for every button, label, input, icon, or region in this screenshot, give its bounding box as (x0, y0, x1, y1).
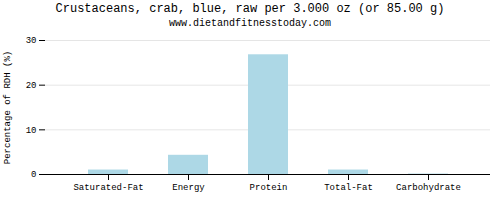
svg-text:Carbohydrate: Carbohydrate (396, 183, 461, 193)
svg-text:Total-Fat: Total-Fat (324, 183, 373, 193)
html-text:Crustaceans, crab, blue, raw p: Crustaceans, crab, blue, raw per 3.000 o… (55, 2, 445, 16)
svg-text:30: 30 (26, 36, 37, 46)
svg-text:20: 20 (26, 81, 37, 91)
svg-text:10: 10 (26, 126, 37, 136)
svg-text:0: 0 (31, 170, 36, 180)
svg-text:Energy: Energy (172, 183, 205, 193)
html-text:www.dietandfitnesstoday.com: www.dietandfitnesstoday.com (169, 18, 331, 29)
svg-text:Protein: Protein (250, 183, 288, 193)
svg-text:Percentage of RDH (%): Percentage of RDH (%) (3, 51, 13, 164)
svg-text:Saturated-Fat: Saturated-Fat (73, 183, 143, 193)
